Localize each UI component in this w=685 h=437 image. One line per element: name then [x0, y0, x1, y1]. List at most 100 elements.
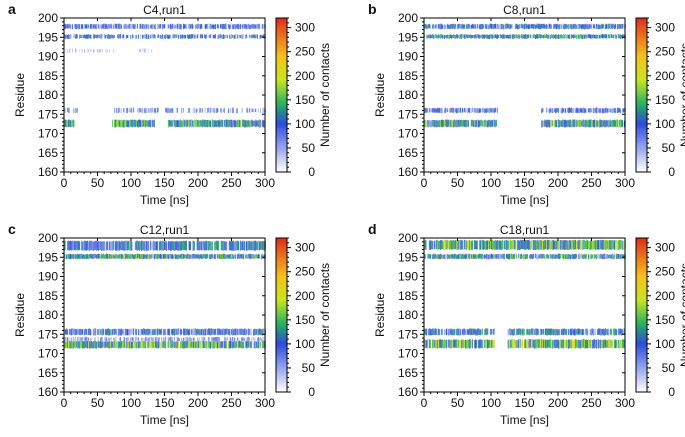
heatmap-cell	[518, 24, 519, 30]
colorbar-segment	[636, 34, 647, 36]
heatmap-cell	[527, 240, 529, 250]
heatmap-cell	[584, 108, 586, 113]
heatmap-cell	[79, 24, 81, 29]
colorbar-segment	[636, 366, 647, 369]
heatmap-cell	[530, 24, 531, 29]
heatmap-cell	[133, 24, 134, 29]
heatmap-cell	[219, 34, 220, 39]
heatmap-cell	[217, 120, 219, 128]
heatmap-cell	[485, 339, 487, 348]
heatmap-cell	[535, 339, 536, 349]
colorbar-segment	[276, 165, 287, 167]
colorbar-segment	[276, 315, 287, 318]
heatmap-cell	[110, 337, 112, 341]
heatmap-cell	[68, 341, 69, 349]
heatmap-cell	[453, 119, 455, 128]
y-tick-label: 190	[398, 50, 418, 64]
heatmap-cell	[186, 337, 188, 342]
heatmap-cell	[444, 107, 446, 113]
heatmap-cell	[193, 240, 195, 251]
heatmap-cell	[550, 328, 552, 336]
heatmap-cell	[255, 119, 257, 128]
colorbar-segment	[276, 329, 287, 331]
heatmap-cell	[436, 340, 437, 349]
heatmap-cell	[198, 120, 200, 127]
colorbar-segment	[636, 374, 647, 376]
heatmap-cell	[224, 328, 226, 336]
heatmap-cell	[501, 240, 502, 250]
heatmap-cell	[175, 328, 177, 335]
heatmap-cell	[588, 254, 590, 259]
heatmap-cell	[452, 120, 453, 127]
heatmap-cell	[445, 35, 447, 38]
heatmap-cell	[576, 108, 578, 114]
heatmap-cell	[237, 341, 239, 348]
heatmap-cell	[123, 119, 125, 128]
heatmap-cell	[121, 254, 123, 259]
heatmap-cell	[76, 329, 77, 335]
heatmap-cell	[563, 240, 565, 250]
colorbar-segment	[636, 18, 647, 21]
colorbar-segment	[276, 26, 287, 28]
heatmap-cell	[239, 328, 241, 335]
heatmap-cell	[194, 253, 196, 259]
heatmap-cell	[209, 34, 211, 39]
heatmap-cell	[212, 119, 213, 128]
heatmap-cell	[530, 24, 532, 29]
heatmap-cell	[543, 23, 545, 29]
heatmap-cell	[148, 241, 150, 251]
heatmap-cell	[125, 34, 127, 39]
heatmap-cell	[462, 253, 464, 260]
colorbar-segment	[276, 134, 287, 136]
heatmap-cell	[496, 119, 498, 127]
heatmap-cell	[207, 253, 208, 259]
heatmap-cell	[196, 328, 198, 335]
heatmap-cell	[585, 328, 587, 335]
heatmap-cell	[204, 337, 206, 342]
colorbar-segment	[636, 299, 647, 301]
heatmap-cell	[595, 254, 597, 259]
heatmap-cell	[231, 241, 233, 251]
heatmap-cell	[465, 34, 466, 39]
colorbar-segment	[276, 321, 287, 323]
chart-title: C4,run1	[143, 3, 186, 17]
heatmap-cell	[97, 336, 99, 342]
colorbar-segment	[636, 246, 647, 248]
heatmap-cell	[555, 34, 557, 39]
x-tick-label: 250	[581, 396, 601, 410]
heatmap-cell	[504, 35, 506, 39]
heatmap-cell	[592, 108, 594, 113]
heatmap-cell	[555, 34, 556, 39]
heatmap-cell	[230, 24, 232, 29]
heatmap-cell	[622, 240, 624, 250]
heatmap-cell	[534, 329, 536, 335]
heatmap-cell	[166, 254, 167, 260]
heatmap-cell	[258, 254, 260, 259]
heatmap-cell	[82, 329, 84, 335]
heatmap-cell	[452, 329, 454, 336]
heatmap-cell	[580, 240, 582, 250]
heatmap-cell	[599, 340, 601, 349]
heatmap-cell	[86, 34, 88, 39]
heatmap-cell	[113, 34, 115, 38]
heatmap-cell	[509, 34, 511, 39]
heatmap-cell	[172, 328, 174, 335]
heatmap-cell	[424, 107, 426, 114]
heatmap-cell	[556, 253, 558, 259]
heatmap-cell	[507, 254, 509, 259]
heatmap-cell	[155, 337, 157, 341]
colorbar-segment	[276, 124, 287, 127]
heatmap-cell	[165, 328, 167, 336]
heatmap-cell	[444, 254, 445, 259]
colorbar-segment	[276, 281, 287, 283]
heatmap-cell	[134, 24, 136, 29]
heatmap-cell	[172, 254, 174, 259]
heatmap-cell	[591, 119, 592, 127]
colorbar-segment	[636, 289, 647, 292]
heatmap-cell	[519, 254, 521, 260]
heatmap-cell	[498, 253, 500, 260]
heatmap-cell	[106, 48, 108, 54]
heatmap-cell	[153, 108, 155, 113]
heatmap-cell	[485, 254, 487, 260]
heatmap-cell	[129, 337, 131, 342]
